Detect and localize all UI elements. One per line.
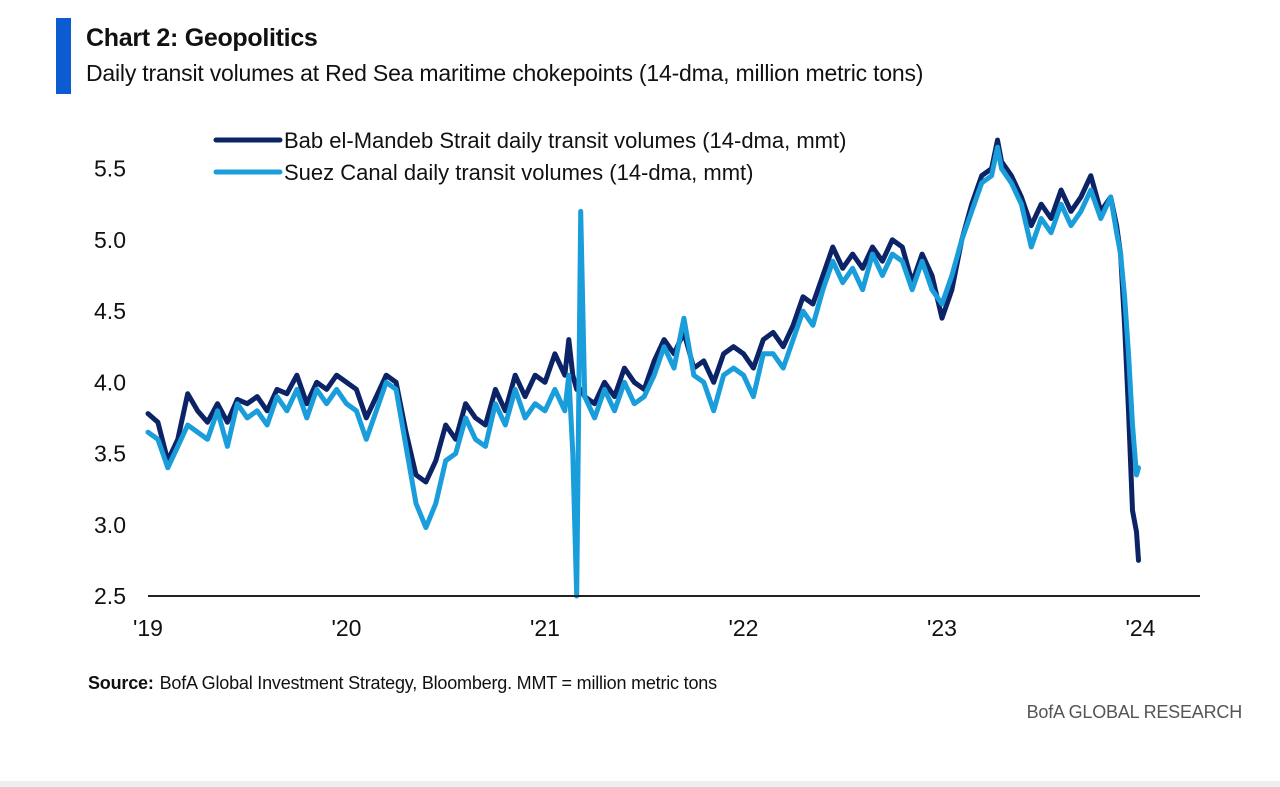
x-tick-label: '20: [331, 615, 361, 641]
legend: Bab el-Mandeb Strait daily transit volum…: [213, 128, 846, 185]
x-tick-label: '23: [927, 615, 957, 641]
footer-strip: [0, 781, 1280, 787]
x-tick-label: '19: [133, 615, 163, 641]
x-axis-tick-labels: '19 '20 '21 '22 '23 '24: [133, 615, 1156, 641]
title-accent-bar: [56, 18, 71, 94]
y-tick-label: 5.5: [94, 156, 126, 182]
source-label: Source:: [88, 673, 154, 693]
y-tick-label: 4.0: [94, 369, 126, 395]
x-tick-label: '21: [530, 615, 560, 641]
series-line-suez-canal: [145, 144, 1141, 599]
x-tick-label: '24: [1125, 615, 1155, 641]
y-tick-label: 4.5: [94, 298, 126, 324]
x-tick-label: '22: [728, 615, 758, 641]
y-axis-tick-labels: 2.5 3.0 3.5 4.0 4.5 5.0 5.5: [94, 156, 126, 609]
y-tick-label: 3.0: [94, 512, 126, 538]
y-tick-label: 3.5: [94, 441, 126, 467]
y-tick-label: 5.0: [94, 227, 126, 253]
series-line-bab-el-mandeb: [145, 137, 1141, 563]
legend-label: Suez Canal daily transit volumes (14-dma…: [284, 160, 754, 185]
chart-subtitle: Daily transit volumes at Red Sea maritim…: [86, 60, 924, 86]
series-layer: [145, 137, 1141, 599]
source-text: BofA Global Investment Strategy, Bloombe…: [159, 673, 717, 693]
legend-label: Bab el-Mandeb Strait daily transit volum…: [284, 128, 846, 153]
source-note: Source: BofA Global Investment Strategy, …: [88, 673, 717, 694]
y-tick-label: 2.5: [94, 583, 126, 609]
chart-title: Chart 2: Geopolitics: [86, 24, 318, 52]
brand-label: BofA GLOBAL RESEARCH: [1026, 702, 1243, 722]
